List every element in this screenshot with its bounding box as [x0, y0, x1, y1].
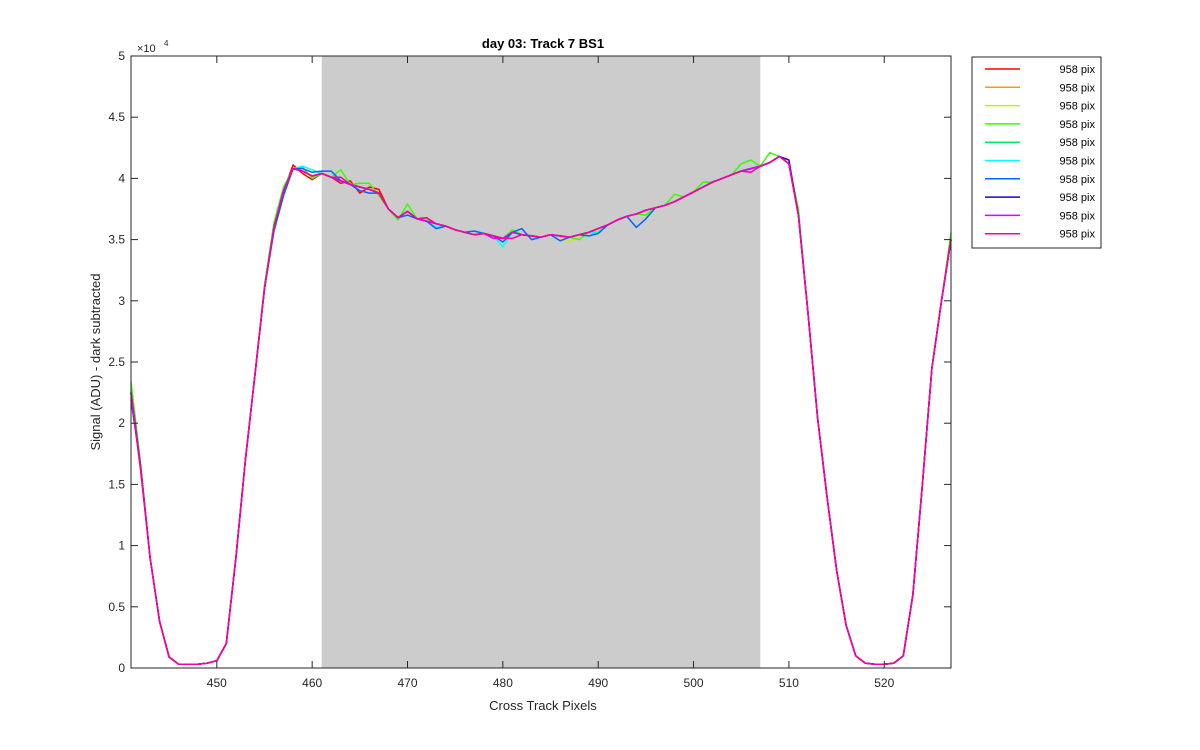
x-tick-label: 470 [397, 676, 417, 690]
x-tick-label: 510 [779, 676, 799, 690]
x-tick-label: 500 [684, 676, 704, 690]
y-tick-label: 3.5 [108, 233, 125, 247]
y-tick-label: 2.5 [108, 355, 125, 369]
series-line-10 [130, 155, 952, 666]
y-tick-label: 4.5 [108, 110, 125, 124]
x-tick-label: 520 [874, 676, 894, 690]
y-tick-label: 5 [118, 49, 125, 63]
legend-label: 958 pix [1060, 229, 1096, 241]
legend: 958 pix 958 pix 958 pix 958 pix 958 pix 958 p… [971, 56, 1102, 249]
legend-label: 958 pix [1060, 192, 1096, 204]
y-tick-label: 4 [118, 171, 125, 185]
y-tick-label: 0 [118, 661, 125, 675]
y-tick-label: 0.5 [108, 600, 125, 614]
x-tick-label: 460 [302, 676, 322, 690]
legend-label: 958 pix [1060, 82, 1096, 94]
legend-label: 958 pix [1060, 64, 1096, 76]
legend-label: 958 pix [1060, 101, 1096, 113]
chart-title: day 03: Track 7 BS1 [482, 36, 604, 51]
y-tick-label: 1 [118, 539, 125, 553]
x-axis-label: Cross Track Pixels [489, 698, 597, 713]
legend-label: 958 pix [1060, 174, 1096, 186]
legend-label: 958 pix [1060, 210, 1096, 222]
x-tick-label: 480 [493, 676, 513, 690]
x-tick-label: 490 [588, 676, 608, 690]
legend-box [971, 56, 1102, 249]
y-exponent-power: 4 [164, 39, 169, 48]
y-axis-label: Signal (ADU) - dark subtracted [88, 273, 103, 450]
legend-label: 958 pix [1060, 137, 1096, 149]
plot-area: 450 460 470 480 490 500 510 520 0 0.5 1 1.5 2 2.5 3 3.5… [108, 49, 952, 690]
legend-label: 958 pix [1060, 156, 1096, 168]
y-exponent: ×10 4 [137, 39, 169, 55]
shaded-region [321, 56, 761, 668]
y-exponent-base: ×10 [137, 43, 156, 55]
y-tick-label: 1.5 [108, 477, 125, 491]
y-tick-label: 2 [118, 416, 125, 430]
legend-label: 958 pix [1060, 119, 1096, 131]
x-tick-label: 450 [207, 676, 227, 690]
y-tick-label: 3 [118, 294, 125, 308]
